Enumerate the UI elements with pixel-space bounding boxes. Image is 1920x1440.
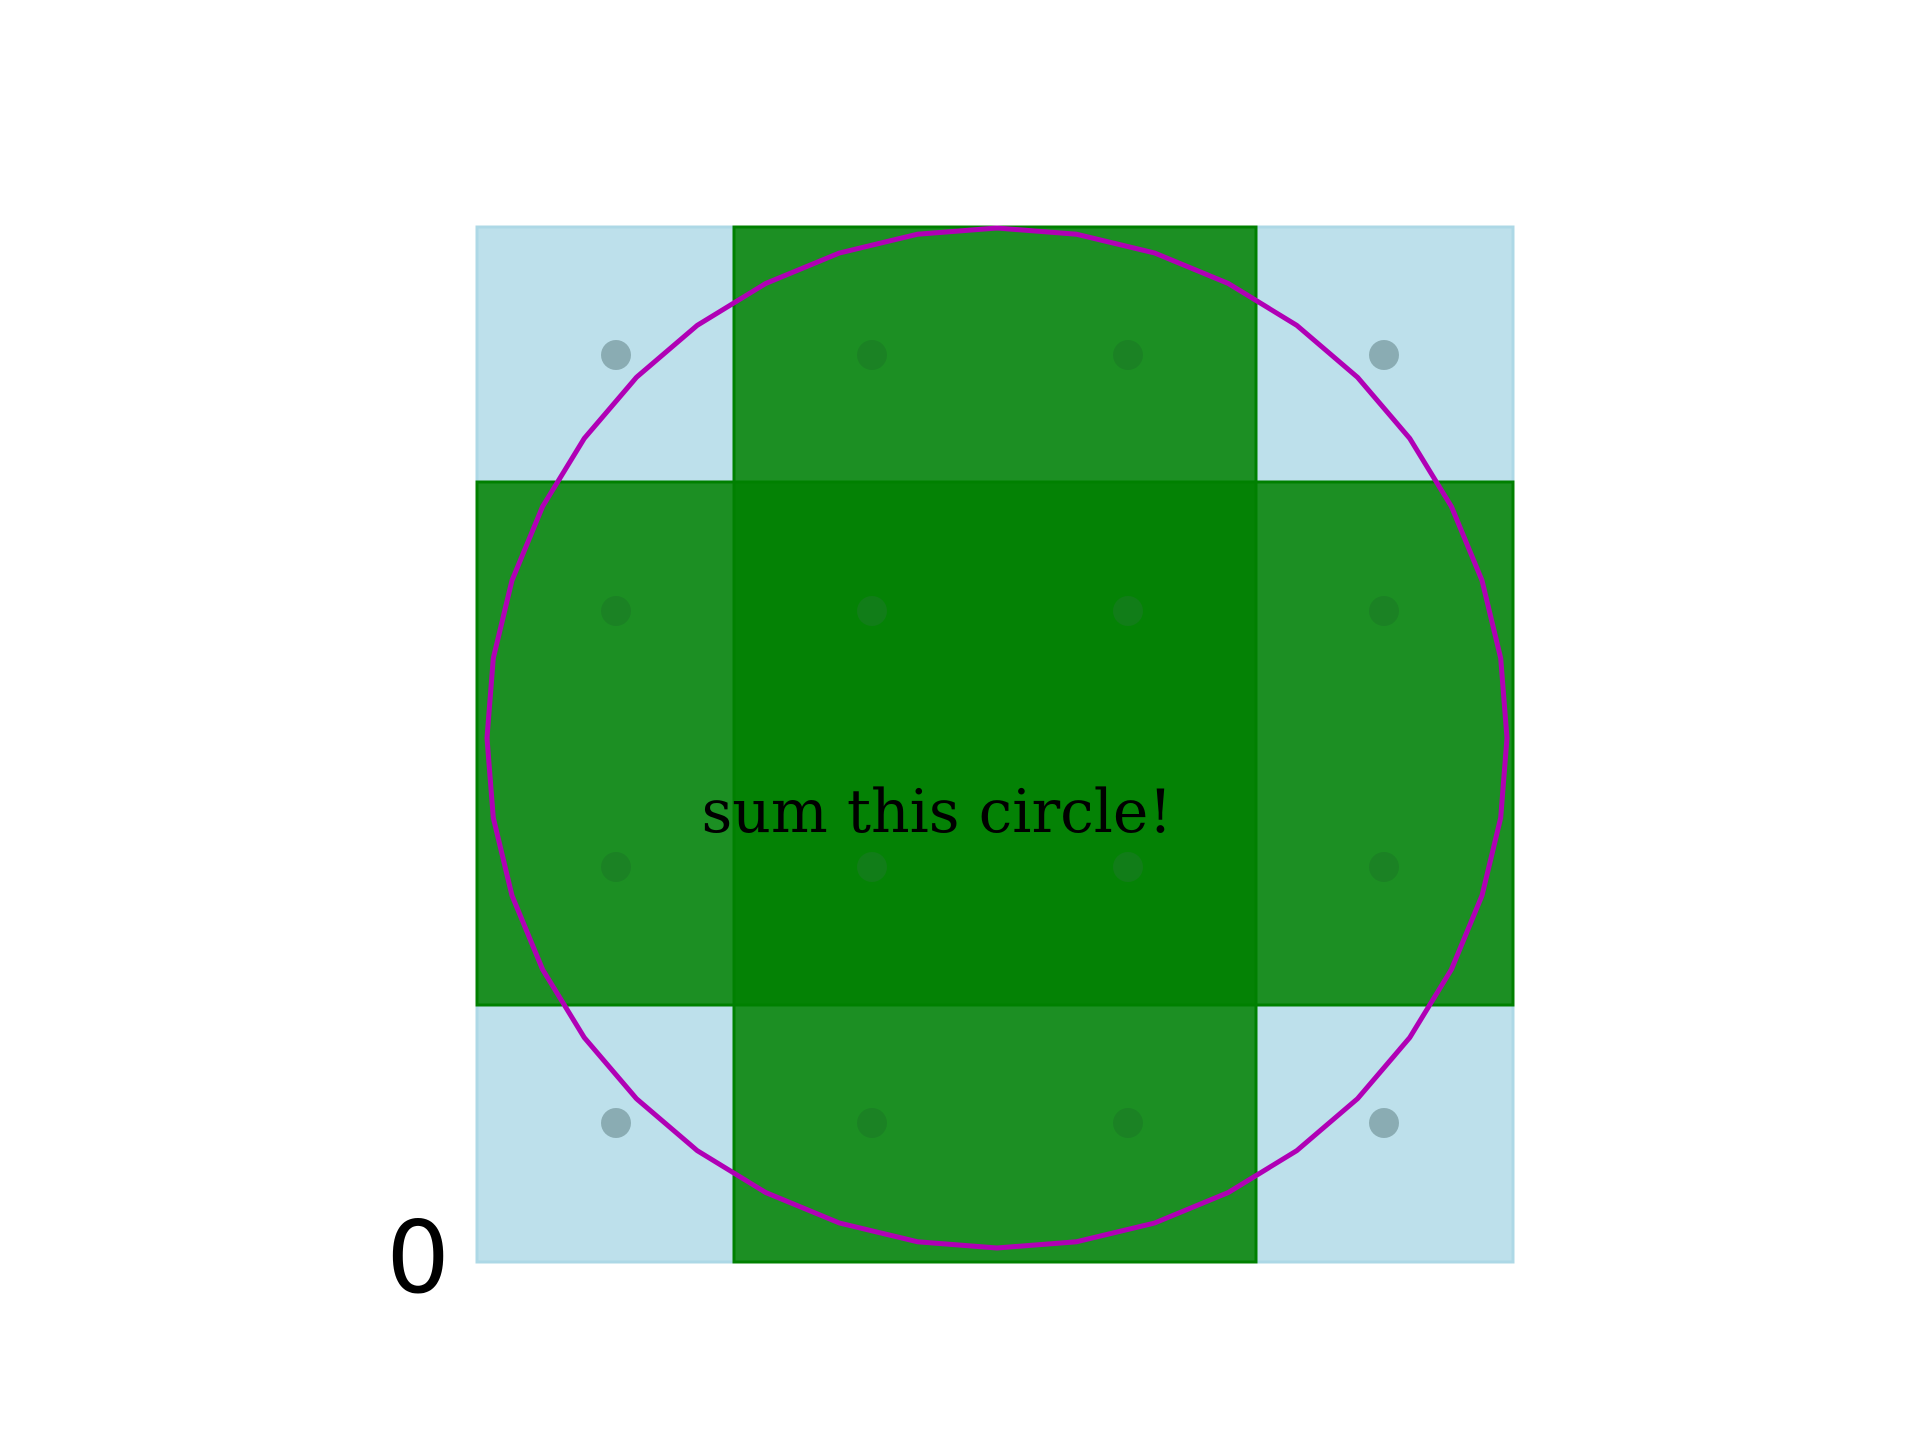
cell-dot-r0-c2	[1113, 340, 1143, 370]
cell-dot-r1-c1	[857, 596, 887, 626]
cell-dot-r2-c1	[857, 852, 887, 882]
cell-dot-r3-c3	[1369, 1108, 1399, 1138]
circle-outline	[484, 225, 1510, 1251]
cell-dot-r1-c0	[601, 596, 631, 626]
cell-dot-r0-c0	[601, 340, 631, 370]
cell-dot-r1-c2	[1113, 596, 1143, 626]
cell-dot-r3-c1	[857, 1108, 887, 1138]
sum-circle-annotation: sum this circle!	[701, 777, 1172, 847]
cell-dot-r3-c2	[1113, 1108, 1143, 1138]
cell-center-dots	[601, 340, 1399, 1138]
horizontal-band	[475, 480, 1515, 1007]
grid-cells	[475, 225, 1515, 1264]
cell-dot-r3-c0	[601, 1108, 631, 1138]
cell-dot-r1-c3	[1369, 596, 1399, 626]
cell-dot-r2-c2	[1113, 852, 1143, 882]
cell-dot-r0-c1	[857, 340, 887, 370]
cell-dot-r2-c0	[601, 852, 631, 882]
cell-dot-r2-c3	[1369, 852, 1399, 882]
origin-label: 0	[386, 1199, 450, 1316]
cell-dot-r0-c3	[1369, 340, 1399, 370]
